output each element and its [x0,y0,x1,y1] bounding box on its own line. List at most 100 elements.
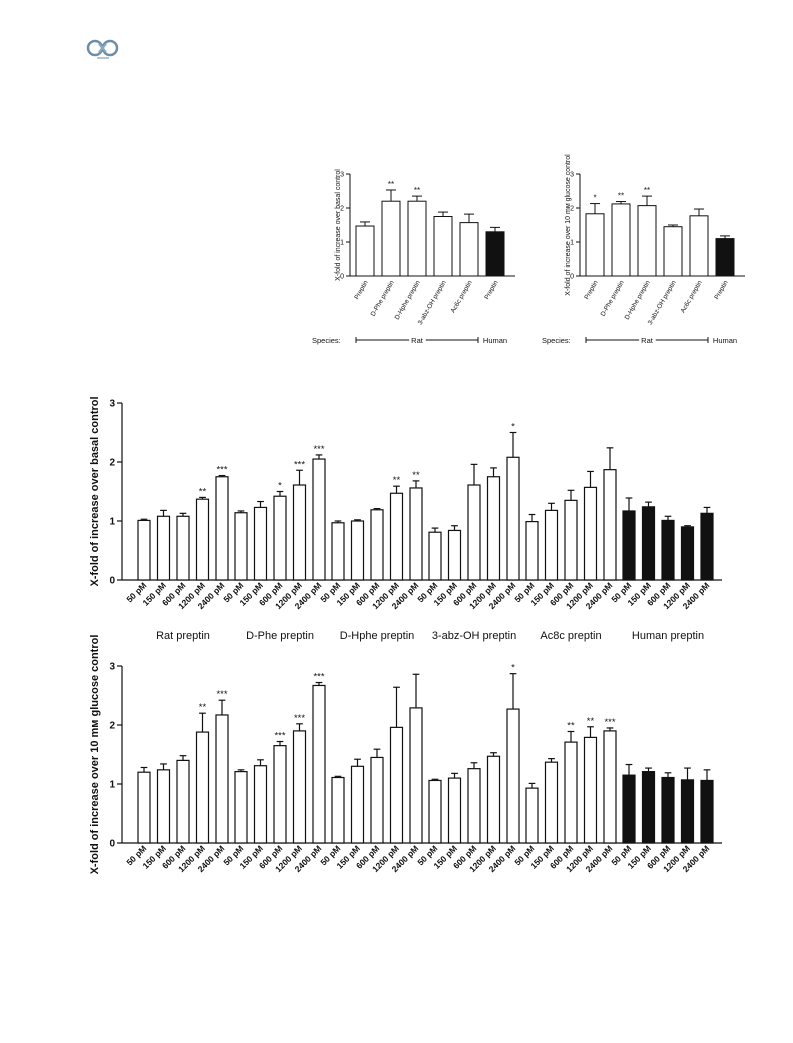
chart-bottom: 0 1 2 3 X-fold of increase over 10 mᴍ glucos… [70,635,750,885]
significance-marker: *** [294,713,305,724]
bar [331,522,345,581]
category-label: 3-abz-OH preptin [417,279,448,326]
bar [331,776,345,844]
category-label: Preptin [583,279,600,301]
group-label: 3-abz-OH preptin [432,630,516,642]
species-name: Human [483,336,507,345]
bar [506,456,520,581]
bar [428,531,442,581]
bar [273,495,287,581]
y-axis-label: X-fold of increase over basal control [335,169,342,281]
y-tick-label: 1 [109,780,115,791]
y-tick-label: 3 [109,662,115,673]
y-tick-label: 2 [570,205,574,212]
bar [689,215,709,277]
bar [355,225,375,277]
significance-marker: ** [644,186,650,195]
bar [680,779,695,844]
y-tick-label: 3 [109,399,115,410]
bar [622,510,636,581]
species-label-bg [639,336,656,345]
bar [663,226,683,277]
bar [622,774,636,844]
bar [459,222,479,277]
category-label: Ac6c preptin [450,279,474,314]
category-label: 3-abz-OH preptin [647,279,678,326]
y-tick-label: 1 [340,239,344,246]
bar [661,776,675,844]
y-tick-label: 0 [570,273,574,280]
significance-marker: *** [313,672,324,683]
y-axis-label: X-fold of increase over basal control [89,396,101,586]
significance-marker: *** [604,717,615,728]
bar [467,484,481,581]
category-label: Preptin [353,279,370,301]
y-tick-label: 1 [570,239,574,246]
bar [525,520,539,581]
bar [428,779,442,844]
bar [585,213,605,277]
significance-marker: ** [567,720,575,731]
bar [637,205,657,277]
chart-middle-svg: 0 1 2 3 X-fold of increase over basal contro… [89,396,722,642]
bar [176,759,190,844]
significance-marker: * [511,663,515,674]
bar [234,771,248,844]
bar [715,238,735,277]
chart-middle: 0 1 2 3 X-fold of increase over basal contro… [70,390,750,650]
bar [485,231,505,277]
bar [583,486,598,581]
significance-marker: ** [388,180,394,189]
chart-top-left: 0 1 2 3 X-fold of increase over basal contro… [300,160,530,360]
significance-marker: * [278,481,282,492]
significance-marker: *** [216,465,227,476]
significance-marker: * [593,194,596,203]
significance-marker: * [511,422,515,433]
bar [447,777,462,844]
bar [583,736,598,844]
bar [215,714,229,844]
y-tick-label: 3 [570,171,574,178]
bar [253,506,268,581]
bar [253,765,268,844]
bar [176,515,190,581]
bar [700,779,714,844]
y-axis-label: X-fold of increase over 10 mᴍ glucose co… [89,635,101,875]
bar [234,512,248,581]
category-label: D-Phe preptin [370,279,396,318]
bar [700,512,714,581]
bar [273,745,287,844]
bar [370,509,384,581]
y-tick-label: 0 [109,839,115,850]
bar [661,519,675,581]
species-name: Rat [641,336,654,345]
category-label: Preptin [483,279,500,301]
bar [137,771,151,844]
bar [447,529,462,581]
group-label: D-Phe preptin [246,630,314,642]
bar [292,730,307,844]
group-label: Human preptin [632,630,704,642]
bar [215,476,229,581]
y-tick-label: 1 [109,517,115,528]
bar [350,520,365,581]
y-tick-label: 2 [109,458,115,469]
y-tick-label: 0 [340,273,344,280]
bar [641,771,656,844]
bar [195,731,210,844]
y-tick-label: 0 [109,576,115,587]
bar [564,741,578,844]
bar [544,509,559,581]
bar [525,787,539,844]
significance-marker: ** [412,470,420,481]
group-label: D-Hphe preptin [340,630,415,642]
y-tick-label: 2 [340,205,344,212]
bar [486,755,501,844]
significance-marker: *** [274,731,285,742]
significance-marker: *** [313,444,324,455]
species-name: Rat [411,336,424,345]
category-label: D-Hphe preptin [624,279,652,321]
bar [381,200,401,277]
bar [389,726,404,844]
bar [409,707,423,844]
